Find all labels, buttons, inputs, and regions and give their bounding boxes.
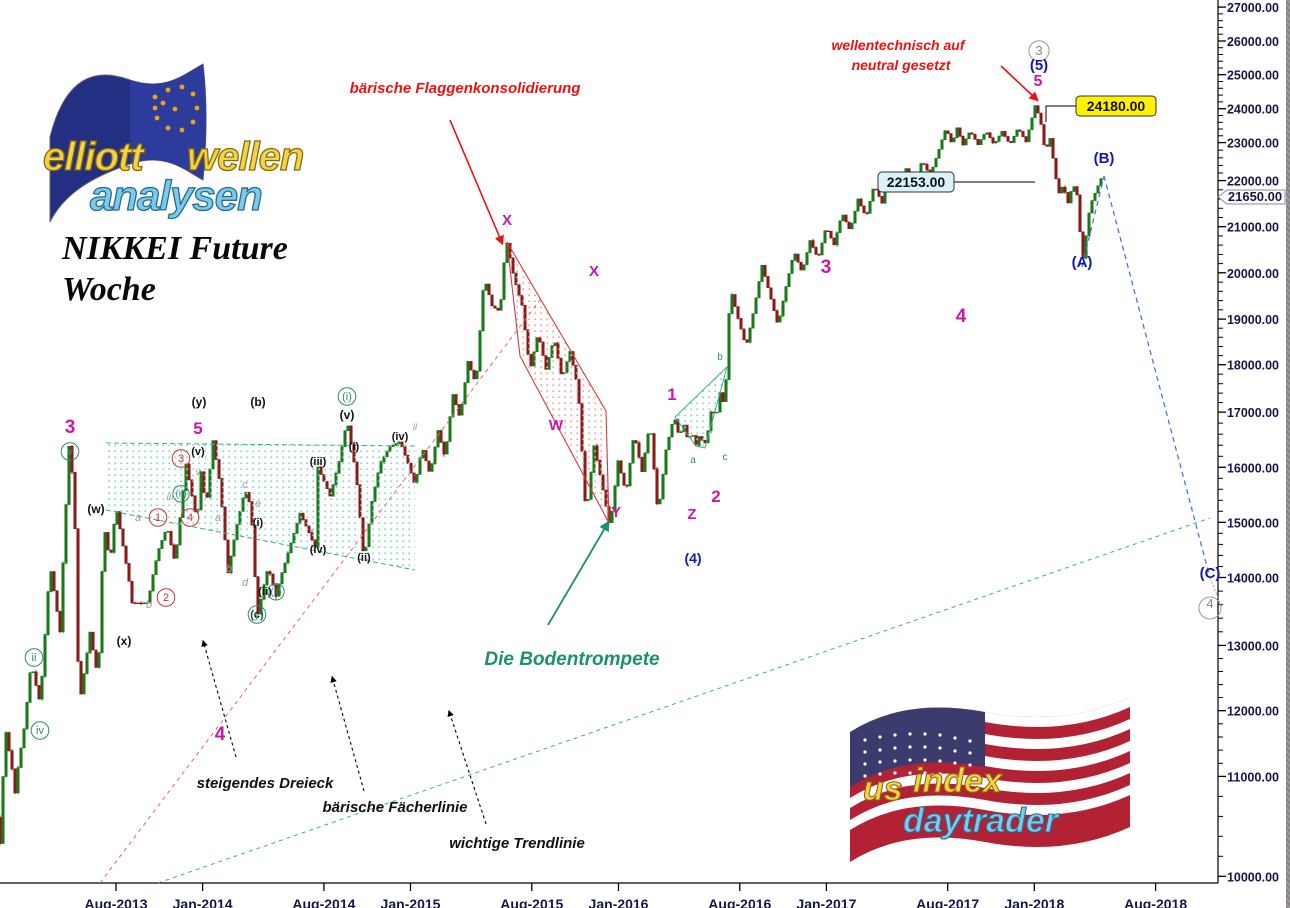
svg-text:Jan-2016: Jan-2016 — [589, 896, 649, 908]
svg-text:21000.00: 21000.00 — [1227, 220, 1279, 235]
svg-text:(y): (y) — [251, 609, 264, 621]
svg-text:bärische Flaggenkonsolidierung: bärische Flaggenkonsolidierung — [350, 80, 581, 97]
svg-text:iii: iii — [167, 492, 174, 503]
svg-text:(ii): (ii) — [270, 587, 281, 598]
svg-text:5: 5 — [193, 419, 202, 438]
svg-text:15000.00: 15000.00 — [1227, 515, 1279, 530]
svg-text:b: b — [717, 352, 723, 363]
svg-text:17000.00: 17000.00 — [1227, 405, 1279, 420]
svg-text:21650.00: 21650.00 — [1228, 189, 1282, 204]
svg-text:22000.00: 22000.00 — [1227, 174, 1279, 189]
svg-text:bärische Fächerlinie: bärische Fächerlinie — [322, 799, 467, 816]
svg-text:25000.00: 25000.00 — [1227, 68, 1279, 83]
svg-text:Z: Z — [687, 506, 696, 523]
svg-text:Aug-2014: Aug-2014 — [292, 896, 355, 908]
svg-text:13000.00: 13000.00 — [1227, 638, 1279, 653]
svg-text:(b): (b) — [250, 395, 265, 409]
svg-text:us: us — [863, 770, 903, 808]
svg-text:5: 5 — [1034, 73, 1043, 90]
svg-text:(w): (w) — [87, 502, 104, 516]
svg-text:Die Bodentrompete: Die Bodentrompete — [484, 649, 660, 670]
svg-text:4: 4 — [187, 512, 193, 524]
svg-text:(i): (i) — [342, 391, 352, 403]
svg-text:24000.00: 24000.00 — [1227, 102, 1279, 117]
svg-text:26000.00: 26000.00 — [1227, 34, 1279, 49]
svg-text:4: 4 — [215, 724, 226, 745]
svg-text:3: 3 — [178, 453, 184, 465]
svg-text:iv: iv — [36, 725, 44, 737]
svg-text:(4): (4) — [684, 550, 701, 566]
svg-text:22153.00: 22153.00 — [887, 174, 946, 190]
svg-text:27000.00: 27000.00 — [1227, 0, 1279, 15]
svg-text:Aug-2015: Aug-2015 — [500, 896, 563, 908]
svg-text:(v): (v) — [191, 446, 205, 458]
svg-text:1: 1 — [155, 512, 161, 524]
svg-text:24180.00: 24180.00 — [1087, 98, 1146, 114]
svg-text:18000.00: 18000.00 — [1227, 358, 1279, 373]
svg-text:2: 2 — [711, 487, 720, 506]
svg-text:d: d — [242, 577, 249, 589]
svg-text:11000.00: 11000.00 — [1227, 769, 1279, 784]
svg-text:Aug-2018: Aug-2018 — [1124, 896, 1187, 908]
svg-text:(i): (i) — [253, 517, 264, 529]
svg-text:Aug-2016: Aug-2016 — [708, 896, 771, 908]
svg-text:(v): (v) — [340, 408, 355, 422]
svg-text:10000.00: 10000.00 — [1227, 869, 1279, 884]
svg-text:ii: ii — [32, 652, 37, 664]
svg-text:14000.00: 14000.00 — [1227, 571, 1279, 586]
svg-text:(iii): (iii) — [310, 456, 327, 468]
svg-text:W: W — [549, 417, 564, 434]
svg-text:3: 3 — [821, 257, 832, 278]
svg-text:2: 2 — [163, 592, 169, 604]
svg-text:X: X — [502, 212, 512, 229]
svg-text:(y): (y) — [192, 395, 207, 409]
svg-text:(ii): (ii) — [357, 552, 371, 564]
svg-text:20000.00: 20000.00 — [1227, 266, 1279, 281]
svg-text:12000.00: 12000.00 — [1227, 704, 1279, 719]
svg-text:(A): (A) — [1072, 254, 1093, 271]
svg-text:3: 3 — [1035, 43, 1042, 58]
svg-text:wichtige Trendlinie: wichtige Trendlinie — [449, 835, 585, 852]
svg-text:index: index — [913, 762, 1004, 800]
svg-text:analysen: analysen — [90, 172, 262, 219]
svg-text:ii: ii — [413, 422, 418, 433]
svg-text:a: a — [215, 512, 221, 524]
svg-text:Aug-2013: Aug-2013 — [84, 896, 147, 908]
svg-text:(x): (x) — [117, 634, 132, 648]
svg-text:Y: Y — [611, 504, 621, 521]
svg-text:(5): (5) — [1030, 57, 1048, 74]
svg-text:a: a — [690, 455, 696, 466]
svg-text:(iv): (iv) — [392, 431, 409, 443]
svg-text:4: 4 — [956, 306, 967, 327]
svg-text:Aug-2017: Aug-2017 — [916, 896, 979, 908]
svg-text:steigendes Dreieck: steigendes Dreieck — [197, 775, 334, 792]
svg-text:Jan-2014: Jan-2014 — [173, 896, 233, 908]
svg-text:neutral gesetzt: neutral gesetzt — [852, 57, 952, 73]
svg-text:v: v — [67, 446, 73, 458]
svg-text:19000.00: 19000.00 — [1227, 312, 1279, 327]
svg-text:X: X — [589, 263, 599, 280]
svg-text:Jan-2017: Jan-2017 — [796, 896, 856, 908]
svg-text:daytrader: daytrader — [903, 802, 1060, 840]
svg-text:wellentechnisch auf: wellentechnisch auf — [831, 37, 965, 53]
svg-text:c: c — [242, 479, 248, 491]
svg-text:Jan-2015: Jan-2015 — [381, 896, 441, 908]
svg-text:c: c — [723, 452, 728, 463]
svg-text:1: 1 — [667, 385, 676, 404]
svg-text:(B): (B) — [1094, 150, 1115, 167]
svg-text:e: e — [255, 498, 261, 510]
svg-text:a: a — [135, 512, 141, 524]
svg-text:(iv): (iv) — [310, 544, 327, 556]
svg-text:Jan-2018: Jan-2018 — [1004, 896, 1064, 908]
svg-text:b: b — [226, 563, 232, 575]
svg-text:16000.00: 16000.00 — [1227, 460, 1279, 475]
svg-text:b: b — [146, 599, 152, 611]
svg-text:23000.00: 23000.00 — [1227, 136, 1279, 151]
svg-text:4: 4 — [1206, 596, 1213, 611]
svg-text:(ii): (ii) — [175, 489, 186, 500]
svg-text:(C): (C) — [1200, 565, 1221, 582]
svg-text:(i): (i) — [349, 441, 360, 453]
svg-text:3: 3 — [65, 417, 76, 438]
